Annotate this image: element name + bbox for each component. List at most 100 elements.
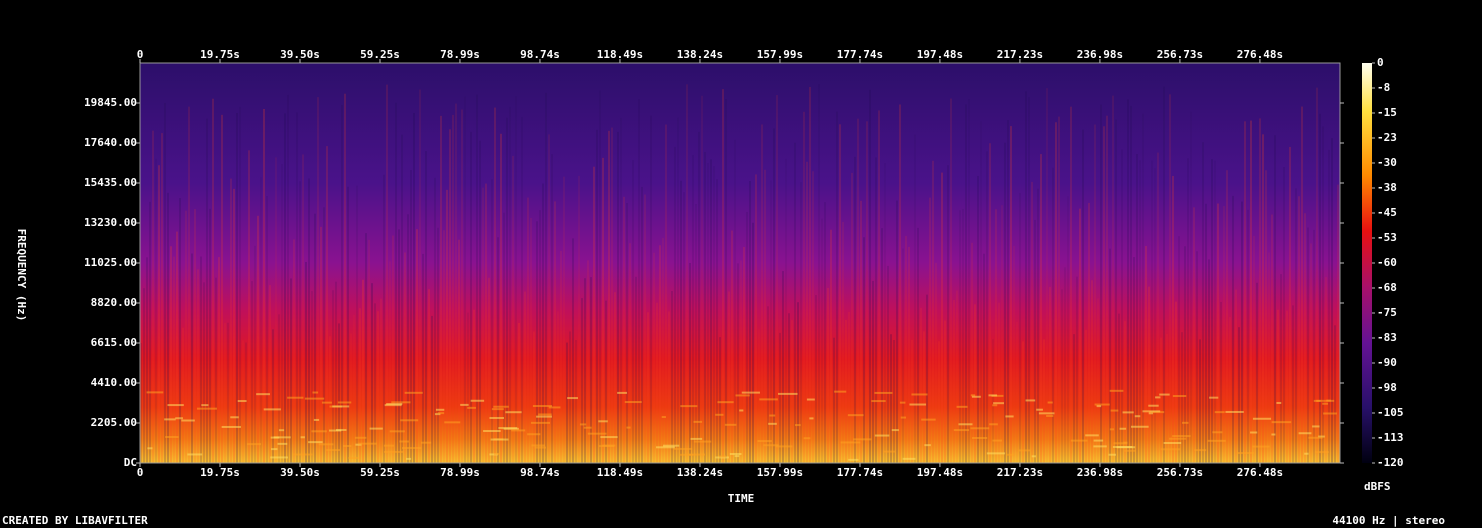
texture-stripe xyxy=(1292,305,1294,463)
texture-harmonic xyxy=(1159,393,1170,396)
texture-harmonic xyxy=(1160,448,1181,451)
texture-harmonic xyxy=(693,420,703,423)
texture-stripe xyxy=(854,156,856,464)
texture-stripe xyxy=(140,342,142,463)
texture-stripe xyxy=(1115,119,1117,463)
texture-stripe xyxy=(839,124,841,464)
spectrum-texture xyxy=(140,84,1339,464)
texture-harmonic xyxy=(401,447,422,450)
texture-stripe xyxy=(266,196,268,463)
texture-harmonic xyxy=(1109,389,1124,392)
texture-harmonic xyxy=(196,407,217,410)
x-tick-label-top: 98.74s xyxy=(520,48,560,61)
texture-harmonic xyxy=(1225,410,1244,413)
texture-stripe xyxy=(827,288,829,463)
texture-stripe xyxy=(398,229,400,463)
texture-harmonic xyxy=(661,416,666,419)
texture-stripe xyxy=(758,329,760,463)
texture-harmonic xyxy=(491,408,504,411)
texture-stripe xyxy=(923,331,925,463)
texture-stripe xyxy=(407,214,409,463)
texture-stripe xyxy=(155,158,157,463)
texture-stripe xyxy=(212,98,214,463)
texture-stripe xyxy=(725,99,727,463)
texture-stripe xyxy=(683,192,685,463)
texture-stripe xyxy=(1214,160,1216,464)
texture-harmonic xyxy=(467,406,476,409)
texture-stripe xyxy=(836,111,838,463)
texture-stripe xyxy=(584,278,586,463)
texture-harmonic xyxy=(624,401,642,404)
texture-stripe xyxy=(203,282,205,463)
texture-stripe xyxy=(1175,301,1177,463)
texture-stripe xyxy=(848,311,850,463)
texture-stripe xyxy=(386,84,388,463)
texture-harmonic xyxy=(277,442,288,445)
texture-stripe xyxy=(206,118,208,463)
texture-harmonic xyxy=(986,452,1006,455)
texture-harmonic xyxy=(369,427,383,430)
x-tick-label-bottom: 138.24s xyxy=(677,466,723,479)
texture-harmonic xyxy=(355,443,362,446)
texture-stripe xyxy=(527,197,529,463)
texture-stripe xyxy=(1286,310,1288,463)
texture-stripe xyxy=(983,253,985,463)
texture-harmonic xyxy=(493,405,509,408)
texture-harmonic xyxy=(321,401,332,404)
texture-harmonic xyxy=(201,404,209,407)
texture-stripe xyxy=(581,298,583,463)
texture-stripe xyxy=(872,280,874,463)
texture-harmonic xyxy=(147,447,153,450)
texture-stripe xyxy=(305,261,307,463)
texture-stripe xyxy=(1013,245,1015,463)
texture-stripe xyxy=(566,342,568,463)
texture-stripe xyxy=(551,154,553,464)
texture-stripe xyxy=(896,200,898,463)
texture-harmonic xyxy=(688,453,705,456)
texture-stripe xyxy=(290,278,292,463)
texture-stripe xyxy=(590,277,592,463)
texture-stripe xyxy=(701,95,703,463)
texture-harmonic xyxy=(567,397,578,400)
x-tick-label-bottom: 217.23s xyxy=(997,466,1043,479)
texture-harmonic xyxy=(1312,425,1320,428)
texture-stripe xyxy=(863,237,865,463)
texture-stripe xyxy=(194,209,196,463)
texture-harmonic xyxy=(911,393,928,396)
texture-harmonic xyxy=(1194,449,1207,452)
texture-stripe xyxy=(695,204,697,463)
y-tick-label: 19845.00 xyxy=(84,96,137,109)
colorbar-tick-label: -83 xyxy=(1377,331,1397,344)
texture-stripe xyxy=(1211,159,1213,463)
texture-harmonic xyxy=(883,450,896,453)
texture-harmonic xyxy=(958,423,973,426)
colorbar-tick-label: -45 xyxy=(1377,206,1397,219)
texture-harmonic xyxy=(583,426,592,429)
texture-harmonic xyxy=(146,391,164,394)
texture-stripe xyxy=(899,104,901,464)
texture-stripe xyxy=(707,163,709,463)
texture-stripe xyxy=(350,333,352,463)
texture-harmonic xyxy=(400,419,419,422)
texture-stripe xyxy=(521,116,523,463)
texture-stripe xyxy=(1316,87,1318,464)
texture-stripe xyxy=(746,211,748,463)
texture-stripe xyxy=(176,231,178,463)
texture-stripe xyxy=(530,217,532,463)
y-tick-label: 13230.00 xyxy=(84,216,137,229)
texture-harmonic xyxy=(278,429,285,432)
texture-harmonic xyxy=(992,404,998,407)
texture-stripe xyxy=(149,201,151,463)
texture-harmonic xyxy=(1134,415,1141,418)
texture-harmonic xyxy=(972,436,988,439)
texture-stripe xyxy=(179,198,181,463)
texture-stripe xyxy=(485,183,487,463)
texture-stripe xyxy=(608,130,610,463)
texture-harmonic xyxy=(389,430,405,433)
x-tick-label-bottom: 177.74s xyxy=(837,466,883,479)
texture-stripe xyxy=(1085,329,1087,463)
texture-stripe xyxy=(713,166,715,463)
texture-stripe xyxy=(374,303,376,463)
y-tick-label: DC xyxy=(124,456,137,469)
texture-stripe xyxy=(545,92,547,464)
